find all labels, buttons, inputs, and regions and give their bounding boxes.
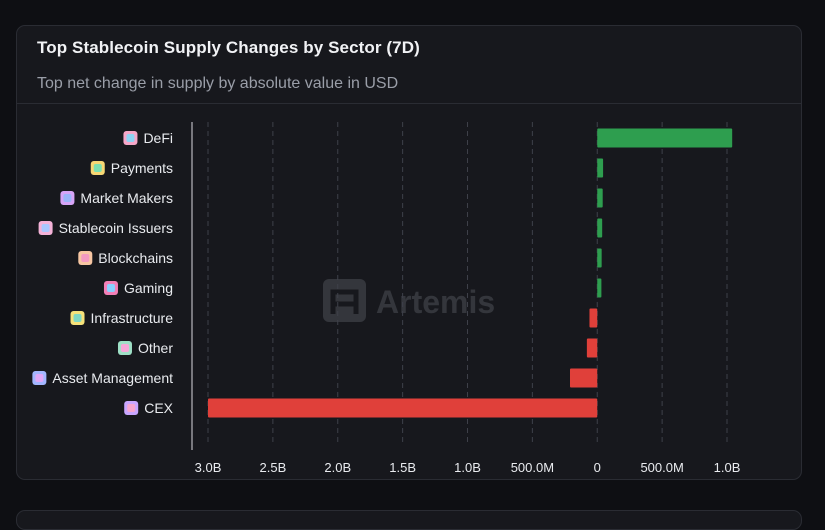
category-label: Blockchains [98, 250, 173, 266]
bar-defi[interactable] [597, 128, 733, 148]
x-tick-label: 1.0B [714, 460, 741, 475]
x-tick-label: 1.0B [454, 460, 481, 475]
x-tick-label: 2.0B [324, 460, 351, 475]
category-label: CEX [144, 400, 173, 416]
bar-infrastructure[interactable] [589, 308, 598, 328]
category-label: DeFi [143, 130, 173, 146]
payments-icon-inner [93, 164, 102, 172]
watermark: Artemis [323, 279, 495, 322]
category-label: Gaming [124, 280, 173, 296]
blockchains-icon-inner [81, 254, 90, 262]
chart-area: Artemis DeFi Payments Market Makers Stableco… [17, 104, 801, 479]
next-card [16, 510, 802, 530]
bar-blockchains[interactable] [597, 248, 602, 268]
defi-icon-inner [126, 134, 135, 142]
category-label: Stablecoin Issuers [59, 220, 173, 236]
bar-market-makers[interactable] [597, 188, 603, 208]
category-label: Market Makers [80, 190, 173, 206]
cex-icon-inner [127, 404, 136, 412]
bar-gaming[interactable] [597, 278, 602, 298]
bar-chart: Artemis DeFi Payments Market Makers Stableco… [32, 122, 741, 475]
stablecoin-issuers-icon-inner [41, 224, 50, 232]
x-tick-label: 3.0B [195, 460, 222, 475]
bar-other[interactable] [586, 338, 598, 358]
watermark-text: Artemis [376, 284, 495, 320]
chart-card: Top Stablecoin Supply Changes by Sector … [16, 25, 802, 480]
asset-management-icon-inner [35, 374, 44, 382]
bar-stablecoin-issuers[interactable] [597, 218, 603, 238]
bar-asset-management[interactable] [570, 368, 598, 388]
chart-subtitle: Top net change in supply by absolute val… [37, 75, 399, 92]
category-label: Infrastructure [91, 310, 174, 326]
infrastructure-icon-inner [73, 314, 82, 322]
category-label: Asset Management [52, 370, 173, 386]
category-label: Payments [111, 160, 173, 176]
market-makers-icon-inner [63, 194, 72, 202]
x-tick-label: 500.0M [640, 460, 683, 475]
bar-cex[interactable] [208, 398, 598, 418]
x-tick-label: 500.0M [511, 460, 554, 475]
category-label: Other [138, 340, 173, 356]
gaming-icon-inner [106, 284, 115, 292]
x-tick-label: 1.5B [389, 460, 416, 475]
other-icon-inner [120, 344, 129, 352]
card-header: Top Stablecoin Supply Changes by Sector … [17, 26, 801, 104]
artemis-logo-icon [323, 279, 366, 322]
x-tick-label: 0 [594, 460, 601, 475]
x-tick-label: 2.5B [260, 460, 287, 475]
chart-title: Top Stablecoin Supply Changes by Sector … [37, 38, 420, 57]
bar-payments[interactable] [597, 158, 604, 178]
